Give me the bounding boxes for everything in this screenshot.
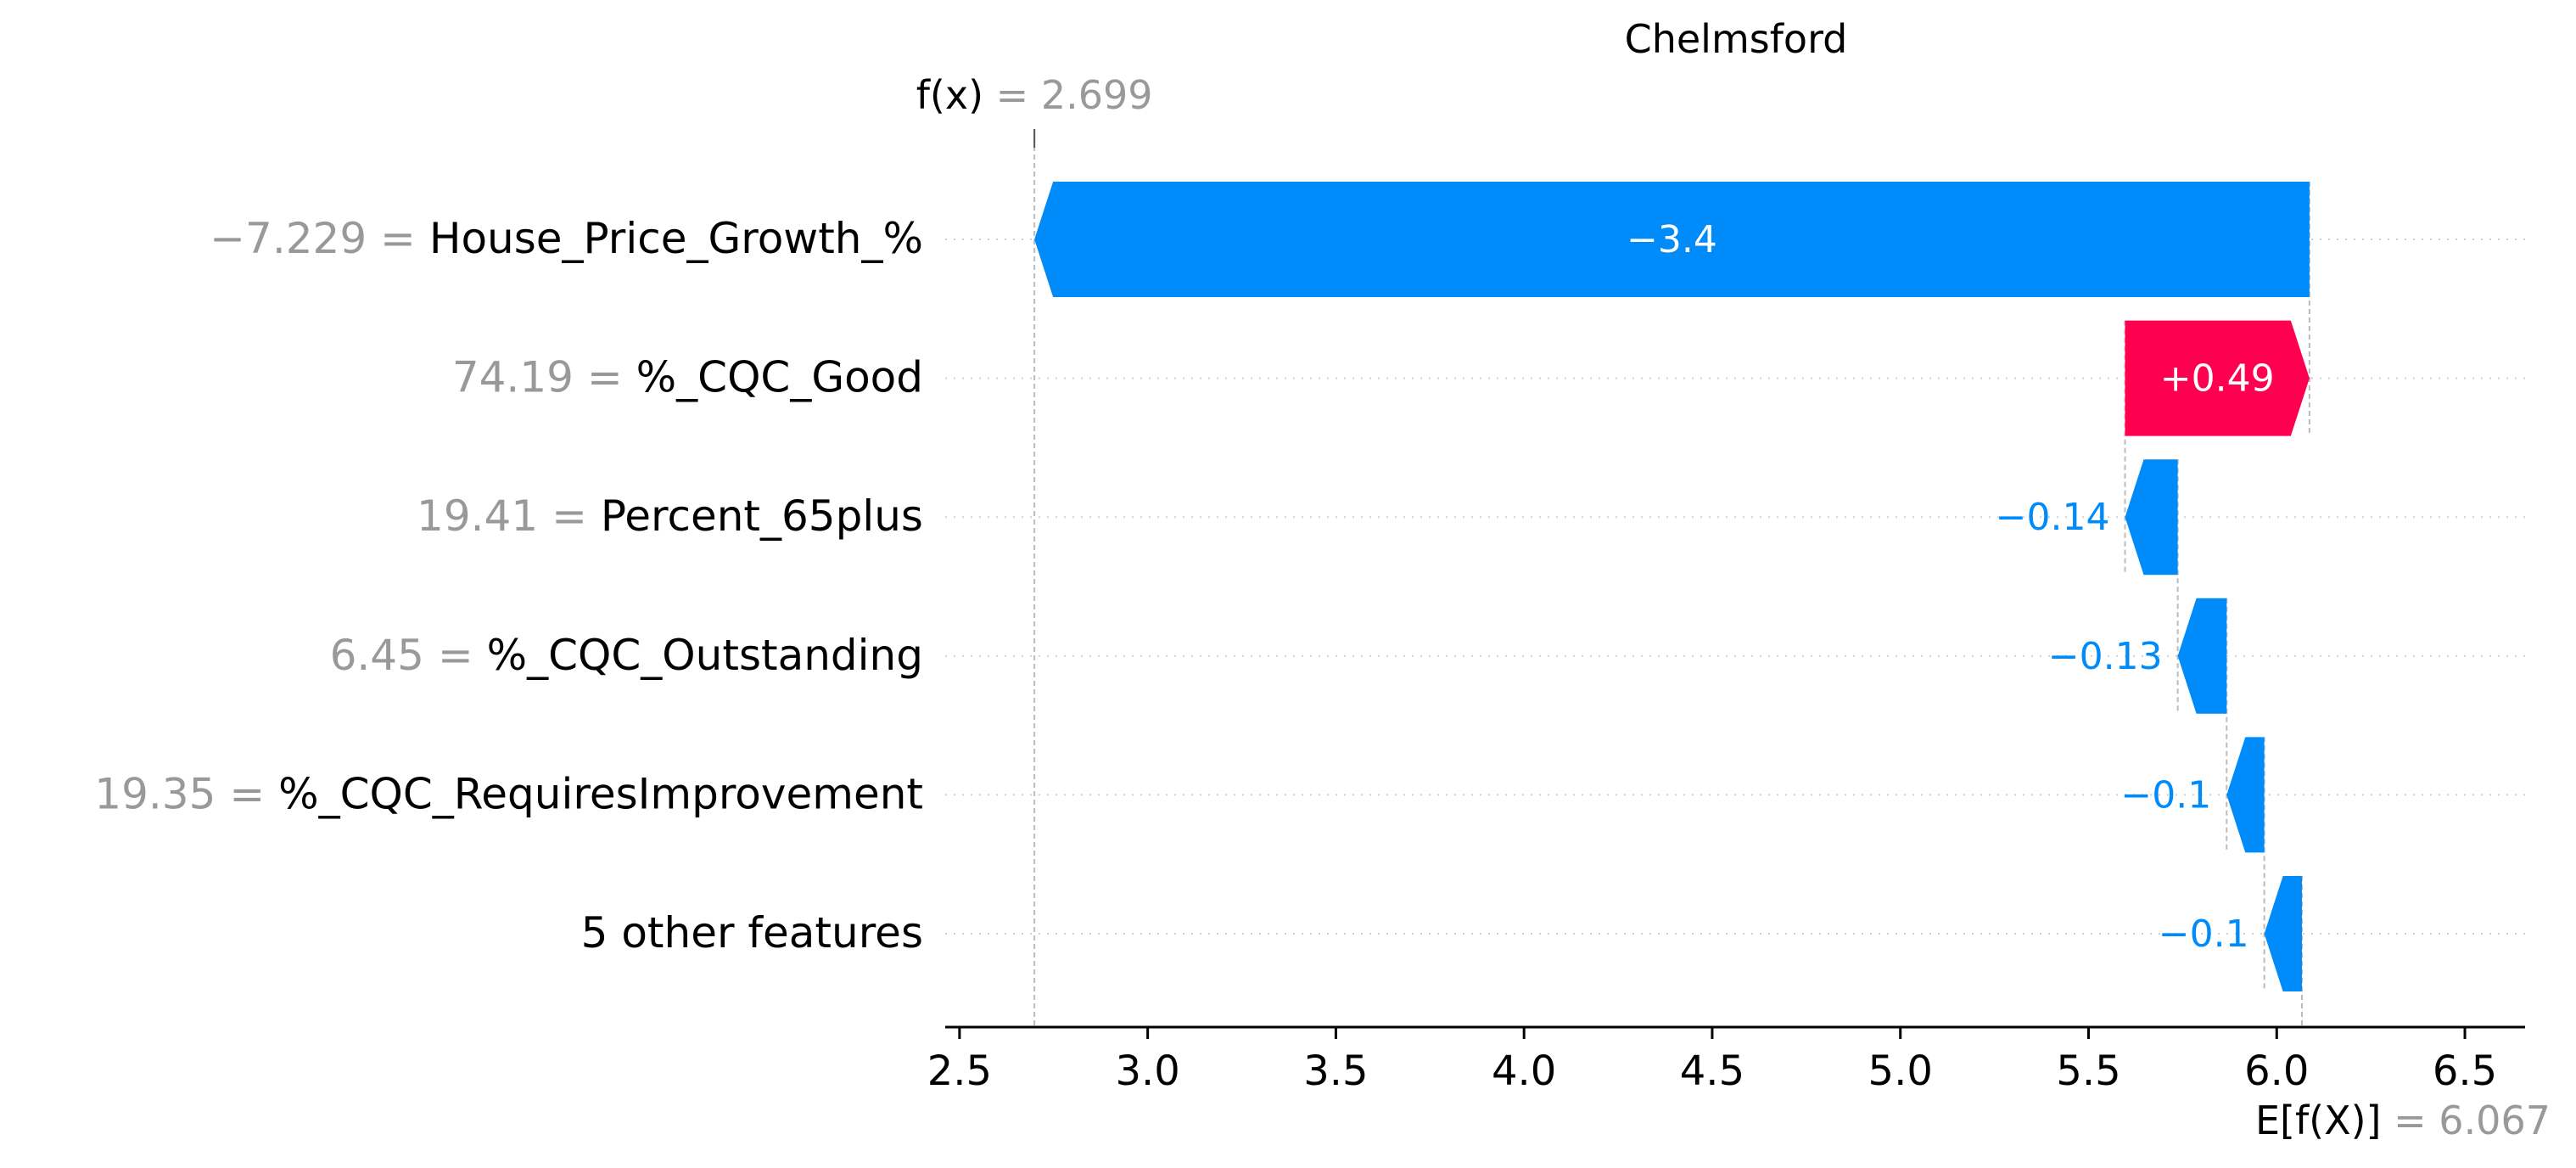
ex-value: 6.067 bbox=[2439, 1098, 2551, 1143]
feature-value: 6.45 = bbox=[330, 631, 487, 680]
ex-label: E[f(X)] = 6.067 bbox=[2255, 1098, 2551, 1143]
chart-title: Chelmsford bbox=[1625, 16, 1848, 62]
feature-labels: −7.229 = House_Price_Growth_% 74.19 = %_C… bbox=[94, 214, 923, 957]
feature-value: −7.229 = bbox=[210, 214, 429, 263]
negative-bar bbox=[2264, 876, 2302, 991]
bar-value-label: −0.1 bbox=[2120, 773, 2211, 817]
x-tick-label: 6.5 bbox=[2433, 1047, 2497, 1095]
feature-value: 19.35 = bbox=[94, 769, 278, 818]
x-axis: 2.5 3.0 3.5 4.0 4.5 5.0 5.5 6.0 6.5 bbox=[927, 1025, 2525, 1095]
x-tick-label: 5.5 bbox=[2056, 1047, 2120, 1095]
contribution-bars: −3.4 +0.49 −0.14 −0.13 −0.1 −0.1 bbox=[1034, 182, 2310, 991]
feature-label: 6.45 = %_CQC_Outstanding bbox=[330, 631, 923, 680]
feature-label: −7.229 = House_Price_Growth_% bbox=[210, 214, 923, 263]
fx-label: f(x) = 2.699 bbox=[916, 72, 1153, 118]
x-tick-label: 6.0 bbox=[2244, 1047, 2309, 1095]
feature-name: %_CQC_RequiresImprovement bbox=[278, 769, 923, 818]
bar-value-label: +0.49 bbox=[2160, 357, 2275, 401]
bar-value-label: −0.1 bbox=[2159, 912, 2249, 956]
expected-value-annotation: E[f(X)] = 6.067 bbox=[2255, 1098, 2551, 1143]
fx-value: 2.699 bbox=[1041, 72, 1153, 118]
feature-name: House_Price_Growth_% bbox=[429, 214, 923, 263]
ex-equals: = bbox=[2382, 1098, 2439, 1143]
feature-label: 74.19 = %_CQC_Good bbox=[452, 353, 923, 402]
feature-name: Percent_65plus bbox=[601, 491, 923, 541]
negative-bar bbox=[1034, 182, 2310, 297]
x-tick-label: 3.5 bbox=[1303, 1047, 1368, 1095]
feature-label: 19.35 = %_CQC_RequiresImprovement bbox=[94, 769, 923, 818]
fx-equals: = bbox=[983, 72, 1041, 118]
bar-value-label: −3.4 bbox=[1627, 218, 1717, 261]
ex-symbol: E[f(X)] bbox=[2255, 1098, 2382, 1143]
positive-bar bbox=[2125, 320, 2310, 436]
feature-name: %_CQC_Outstanding bbox=[487, 631, 923, 680]
fx-symbol: f(x) bbox=[916, 72, 983, 118]
feature-label: 5 other features bbox=[581, 908, 923, 957]
feature-name: %_CQC_Good bbox=[636, 353, 923, 402]
feature-value: 19.41 = bbox=[417, 491, 601, 541]
negative-bar bbox=[2177, 598, 2227, 714]
feature-name: 5 other features bbox=[581, 908, 923, 957]
bar-value-label: −0.14 bbox=[1996, 496, 2110, 539]
negative-bar bbox=[2226, 737, 2265, 853]
guide-lines bbox=[945, 129, 2525, 1027]
x-tick-label: 5.0 bbox=[1868, 1047, 1933, 1095]
x-tick-label: 3.0 bbox=[1115, 1047, 1179, 1095]
negative-bar bbox=[2125, 459, 2178, 576]
x-tick-label: 4.0 bbox=[1492, 1047, 1556, 1095]
feature-value: 74.19 = bbox=[452, 353, 636, 402]
x-tick-label: 2.5 bbox=[927, 1047, 992, 1095]
feature-label: 19.41 = Percent_65plus bbox=[417, 491, 923, 541]
x-tick-label: 4.5 bbox=[1680, 1047, 1744, 1095]
fx-annotation: f(x) = 2.699 bbox=[916, 72, 1153, 118]
bar-value-label: −0.13 bbox=[2048, 635, 2163, 678]
